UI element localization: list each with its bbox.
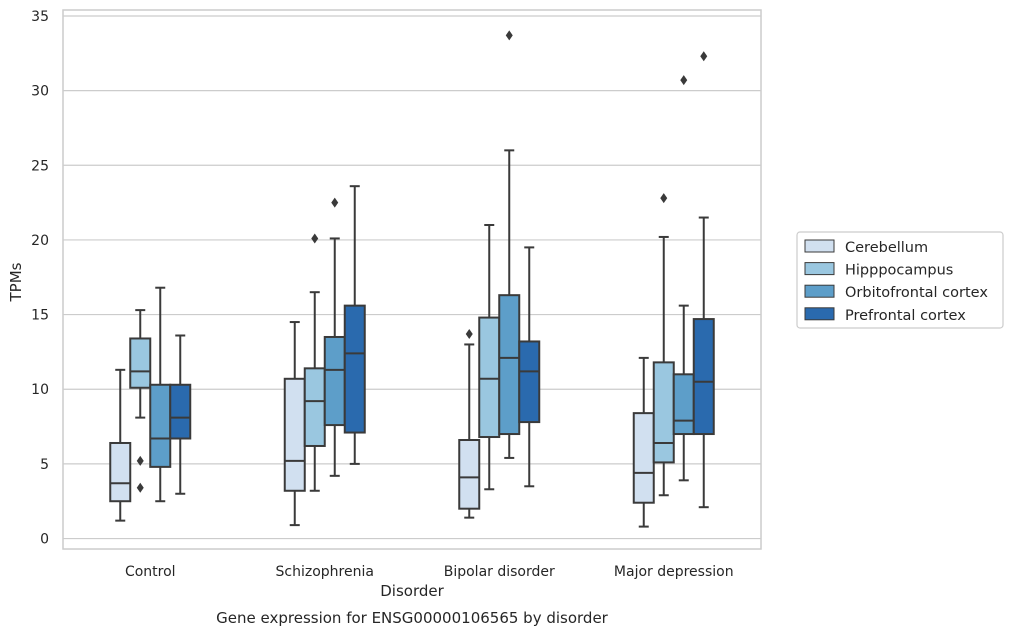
box-group — [632, 356, 655, 528]
box — [303, 367, 326, 447]
box — [498, 294, 521, 436]
box-group — [343, 185, 366, 465]
legend-label: Prefrontal cortex — [845, 308, 966, 324]
outlier-point — [331, 197, 339, 208]
box — [672, 373, 695, 436]
box — [129, 337, 152, 389]
y-tick-label: 25 — [31, 158, 49, 174]
outlier-point — [505, 30, 513, 41]
legend-label: Cerebellum — [845, 240, 928, 256]
outlier-point — [311, 233, 319, 244]
outlier-point — [660, 193, 668, 204]
box — [109, 441, 132, 503]
box-group — [652, 193, 675, 497]
legend: Cerebellum Hipppocampus Orbitofrontal cort… — [796, 231, 1004, 329]
chart-caption: Gene expression for ENSG00000106565 by d… — [216, 609, 609, 627]
box-group — [169, 334, 192, 495]
box — [343, 304, 366, 434]
outlier-point — [680, 75, 688, 86]
box — [169, 383, 192, 440]
x-axis: Control Schizophrenia Bipolar disorder Majo… — [125, 564, 734, 580]
y-tick-label: 5 — [40, 457, 49, 473]
outlier-point — [465, 328, 473, 339]
x-axis-title: Disorder — [380, 582, 444, 600]
box-group — [478, 224, 501, 491]
legend-swatch — [804, 307, 835, 321]
legend-label: Hipppocampus — [845, 263, 953, 279]
box-group — [129, 309, 152, 493]
box — [518, 340, 541, 424]
box — [458, 439, 481, 510]
y-axis: 0 5 10 15 20 25 30 35 — [31, 9, 49, 548]
y-tick-label: 20 — [31, 233, 49, 249]
box — [632, 412, 655, 504]
box-group — [672, 75, 695, 482]
y-axis-title: TPMs — [7, 262, 25, 302]
y-tick-label: 0 — [40, 532, 49, 548]
y-tick-label: 30 — [31, 84, 49, 100]
box — [692, 318, 715, 436]
x-tick-label: Major depression — [614, 564, 734, 580]
box — [323, 335, 346, 427]
legend-swatch — [804, 284, 835, 298]
box — [478, 316, 501, 439]
outlier-point — [700, 51, 708, 62]
box — [149, 383, 172, 468]
box-group — [303, 233, 326, 492]
legend-swatch — [804, 262, 835, 276]
outlier-point — [136, 455, 144, 466]
plot-frame — [62, 9, 762, 550]
box — [283, 377, 306, 492]
box-group — [109, 368, 132, 522]
y-tick-label: 35 — [31, 9, 49, 25]
box-group — [692, 51, 715, 509]
outlier-point — [136, 482, 144, 493]
box-group — [283, 321, 306, 527]
legend-swatch — [804, 239, 835, 253]
legend-label: Orbitofrontal cortex — [845, 285, 988, 301]
plot-area — [109, 30, 715, 528]
x-tick-label: Bipolar disorder — [444, 564, 555, 580]
legend-frame — [796, 231, 1004, 329]
x-tick-label: Schizophrenia — [276, 564, 374, 580]
y-tick-label: 15 — [31, 308, 49, 324]
y-tick-label: 10 — [31, 382, 49, 398]
box-group — [518, 246, 541, 488]
box-group — [149, 286, 172, 503]
box — [652, 361, 675, 464]
box-group — [498, 30, 521, 459]
x-tick-label: Control — [125, 564, 176, 580]
box-group — [458, 328, 481, 519]
